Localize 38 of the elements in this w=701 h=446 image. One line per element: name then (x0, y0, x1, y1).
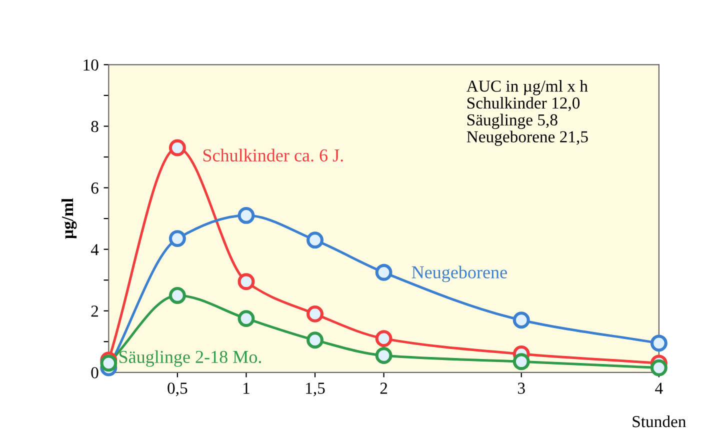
x-tick-label: 4 (655, 382, 663, 394)
point (375, 264, 392, 281)
y-tick-label: 8 (91, 120, 98, 132)
y-tick-label: 4 (90, 244, 99, 256)
series-label: Neugeborene (412, 266, 507, 282)
point (168, 287, 186, 304)
point (238, 273, 255, 290)
x-tick-label: 3 (518, 382, 525, 394)
y-tick-label: 6 (91, 182, 98, 194)
annotation: Neugeborene 21,5 (466, 130, 588, 146)
y-axis-title: µg/ml (61, 198, 77, 239)
point (650, 359, 668, 376)
point (238, 310, 255, 328)
point (306, 305, 324, 322)
point (100, 354, 118, 372)
x-tick-label: 0,5 (168, 382, 188, 396)
annotation: Säuglinge 5,8 (467, 114, 558, 129)
point (168, 139, 186, 156)
point (375, 347, 392, 364)
point (306, 232, 324, 249)
y-tick-label: 2 (91, 306, 98, 317)
point (306, 332, 324, 349)
series-label: Säuglinge 2-18 Mo. (119, 350, 262, 367)
x-tick-label: 2 (380, 382, 388, 394)
point (375, 330, 392, 348)
series-label: Schulkinder ca. 6 J. (203, 148, 343, 162)
x-tick-label: 1,5 (306, 382, 325, 396)
point (238, 206, 255, 224)
x-tick-label: 1 (244, 382, 250, 394)
x-axis-title: Stunden (632, 415, 686, 428)
point (168, 230, 186, 248)
annotation: Schulkinder 12,0 (467, 96, 580, 112)
annotation: AUC in µg/ml x h (466, 80, 588, 96)
y-tick-label: 0 (91, 367, 98, 378)
point (512, 312, 530, 329)
y-tick-label: 10 (84, 59, 98, 71)
point (650, 334, 668, 352)
point (512, 353, 530, 370)
